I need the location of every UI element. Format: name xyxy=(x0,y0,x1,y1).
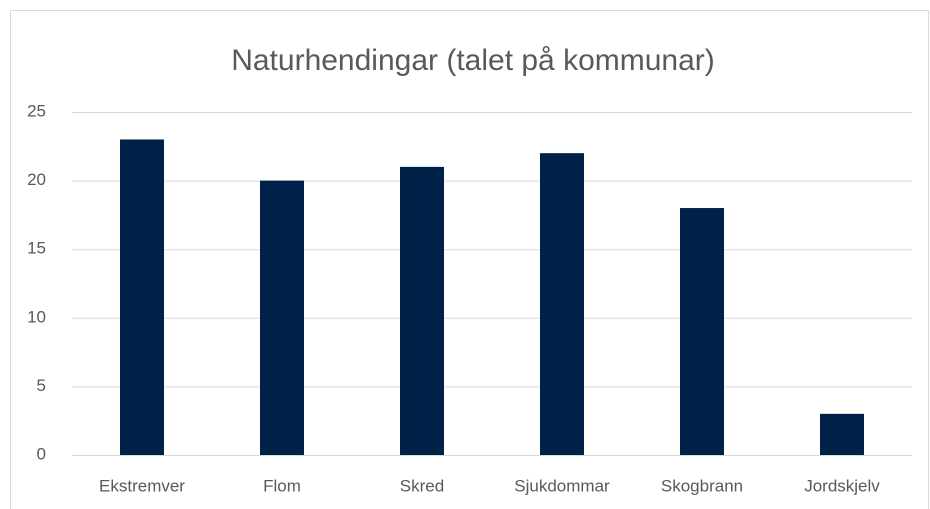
x-tick-label: Flom xyxy=(263,476,301,495)
bar xyxy=(120,139,164,455)
y-tick-label: 0 xyxy=(37,444,46,463)
x-tick-label: Ekstremver xyxy=(99,476,185,495)
y-tick-label: 20 xyxy=(27,170,46,189)
x-tick-label: Sjukdommar xyxy=(514,476,610,495)
chart-border xyxy=(10,10,929,509)
chart-title: Naturhendingar (talet på kommunar) xyxy=(231,44,715,77)
bar xyxy=(400,166,444,455)
y-tick-label: 15 xyxy=(27,239,46,258)
x-tick-label: Skred xyxy=(400,476,444,495)
bar xyxy=(680,208,724,455)
y-tick-label: 5 xyxy=(37,376,46,395)
y-tick-label: 10 xyxy=(27,307,46,326)
bar xyxy=(540,153,584,455)
bar xyxy=(260,180,304,455)
bar xyxy=(820,413,864,455)
y-tick-label: 25 xyxy=(27,101,46,120)
x-tick-label: Skogbrann xyxy=(661,476,743,495)
x-tick-label: Jordskjelv xyxy=(804,476,880,495)
